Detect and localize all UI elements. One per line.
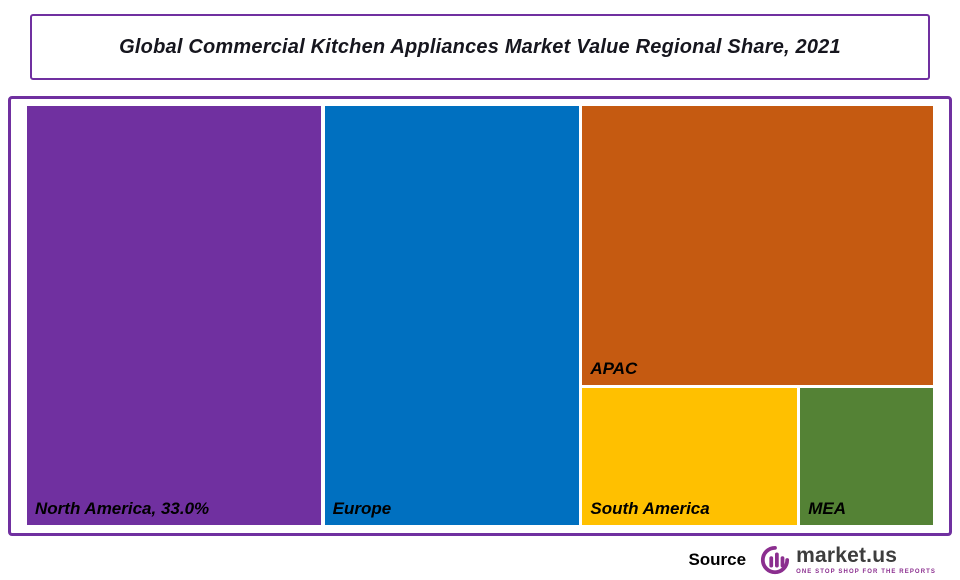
chart-title-box: Global Commercial Kitchen Appliances Mar… [30, 14, 930, 80]
tile-label-europe: Europe [332, 499, 392, 518]
marketus-logo: market.us ONE STOP SHOP FOR THE REPORTS [760, 545, 936, 575]
treemap-tile-north-america: North America, 33.0% [27, 106, 322, 525]
tile-label-apac: APAC [590, 358, 638, 378]
tile-label-mea: MEA [808, 498, 847, 518]
chart-title: Global Commercial Kitchen Appliances Mar… [119, 35, 841, 58]
treemap-tile-south-america: South America [582, 387, 798, 525]
brand-name: market.us [796, 544, 898, 567]
tile-label-north-america: North America, 33.0% [35, 499, 210, 518]
brand-text-block: market.us ONE STOP SHOP FOR THE REPORTS [796, 545, 936, 575]
treemap-tile-apac: APAC [582, 106, 933, 385]
tile-label-south-america: South America [590, 498, 710, 518]
treemap: North America, 33.0% Europe APAC South A… [27, 106, 933, 525]
footer: Source market.us ONE STOP SHOP FOR THE R… [688, 544, 936, 576]
treemap-tile-mea: MEA [800, 387, 933, 525]
source-label: Source [688, 550, 747, 569]
marketus-logo-icon [761, 545, 790, 575]
treemap-frame: North America, 33.0% Europe APAC South A… [8, 96, 952, 536]
brand-tagline: ONE STOP SHOP FOR THE REPORTS [796, 569, 936, 575]
treemap-tile-europe: Europe [324, 106, 580, 525]
